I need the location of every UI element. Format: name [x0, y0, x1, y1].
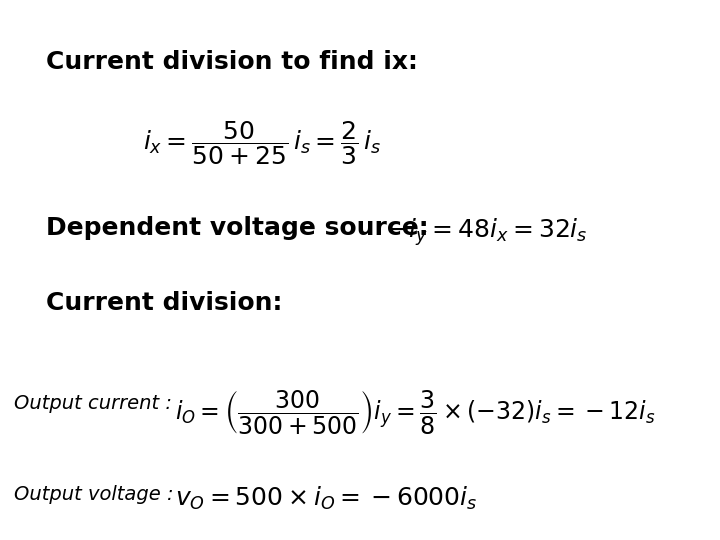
Text: $-i_y = 48i_x = 32i_s$: $-i_y = 48i_x = 32i_s$ — [387, 217, 588, 248]
Text: Dependent voltage source:: Dependent voltage source: — [47, 217, 429, 240]
Text: $i_O = \left(\dfrac{300}{300+500}\right)i_y = \dfrac{3}{8}\times(-32)i_s = -12i_: $i_O = \left(\dfrac{300}{300+500}\right)… — [175, 388, 656, 436]
Text: $i_x = \dfrac{50}{50+25}\,i_s = \dfrac{2}{3}\,i_s$: $i_x = \dfrac{50}{50+25}\,i_s = \dfrac{2… — [143, 119, 382, 167]
Text: $v_O = 500\times i_O = -6000i_s$: $v_O = 500\times i_O = -6000i_s$ — [175, 485, 477, 512]
Text: Output current :: Output current : — [14, 394, 172, 413]
Text: Current division:: Current division: — [47, 292, 283, 315]
Text: Output voltage :: Output voltage : — [14, 485, 174, 504]
Text: Current division to find ix:: Current division to find ix: — [47, 50, 418, 74]
